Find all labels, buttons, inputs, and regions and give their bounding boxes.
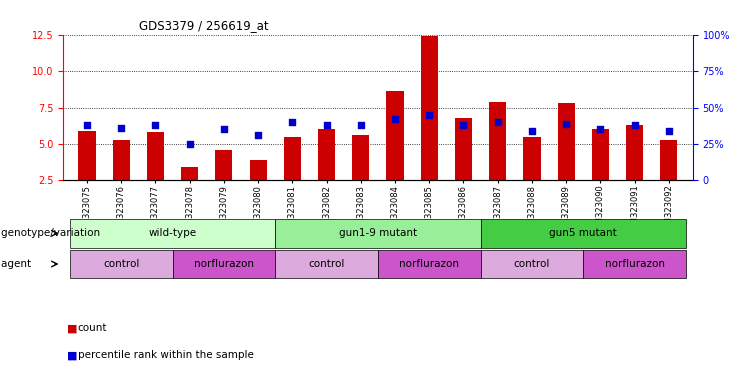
Text: gun1-9 mutant: gun1-9 mutant	[339, 228, 417, 238]
Bar	[147, 132, 164, 180]
Text: norflurazon: norflurazon	[194, 259, 254, 269]
Bar	[250, 160, 267, 180]
Text: agent: agent	[1, 259, 35, 269]
Text: ■: ■	[67, 323, 77, 333]
Text: wild-type: wild-type	[148, 228, 196, 238]
Point	[218, 126, 230, 132]
Text: ■: ■	[67, 350, 77, 360]
Bar	[79, 131, 96, 180]
Bar	[489, 102, 506, 180]
Point	[287, 119, 299, 125]
Point	[81, 122, 93, 128]
Point	[663, 128, 675, 134]
Point	[321, 122, 333, 128]
Text: control: control	[514, 259, 550, 269]
Bar	[558, 103, 575, 180]
Point	[526, 128, 538, 134]
Bar	[318, 129, 335, 180]
Bar	[181, 167, 198, 180]
Point	[492, 119, 504, 125]
Text: gun5 mutant: gun5 mutant	[549, 228, 617, 238]
Text: norflurazon: norflurazon	[399, 259, 459, 269]
Text: control: control	[103, 259, 139, 269]
Text: percentile rank within the sample: percentile rank within the sample	[78, 350, 253, 360]
Bar	[455, 118, 472, 180]
Bar	[352, 135, 369, 180]
Bar	[523, 137, 540, 180]
Text: count: count	[78, 323, 107, 333]
Bar	[387, 91, 404, 180]
Text: control: control	[308, 259, 345, 269]
Bar	[660, 140, 677, 180]
Bar	[216, 150, 233, 180]
Text: GDS3379 / 256619_at: GDS3379 / 256619_at	[139, 19, 268, 32]
Point	[389, 116, 401, 122]
Bar	[284, 137, 301, 180]
Bar	[113, 140, 130, 180]
Point	[116, 125, 127, 131]
Point	[560, 121, 572, 127]
Point	[252, 132, 264, 138]
Point	[594, 126, 606, 132]
Bar	[421, 36, 438, 180]
Point	[457, 122, 469, 128]
Text: norflurazon: norflurazon	[605, 259, 665, 269]
Text: genotype/variation: genotype/variation	[1, 228, 104, 238]
Bar	[592, 129, 609, 180]
Point	[355, 122, 367, 128]
Point	[184, 141, 196, 147]
Point	[628, 122, 640, 128]
Point	[423, 112, 435, 118]
Bar	[626, 125, 643, 180]
Point	[150, 122, 162, 128]
